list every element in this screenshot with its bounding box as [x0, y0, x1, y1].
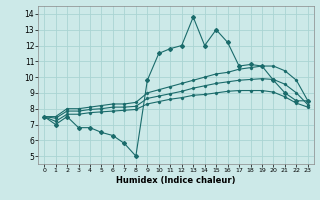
X-axis label: Humidex (Indice chaleur): Humidex (Indice chaleur)	[116, 176, 236, 185]
